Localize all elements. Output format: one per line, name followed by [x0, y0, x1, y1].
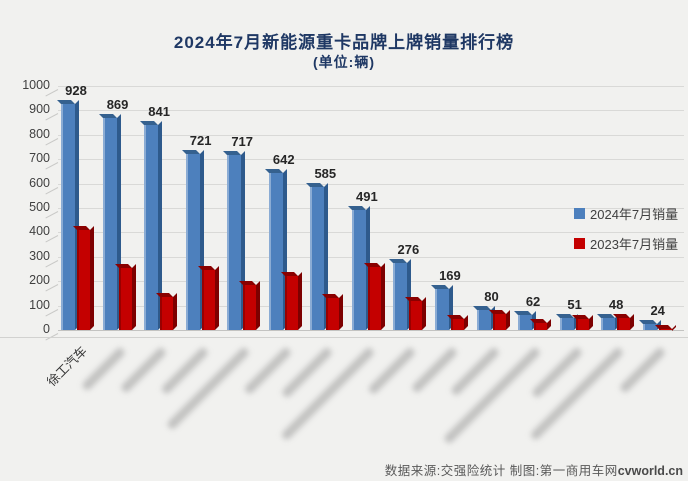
- bar-2024-12: [518, 314, 533, 330]
- legend-item-2024: 2024年7月销量: [574, 204, 678, 223]
- chart-subtitle: (单位:辆): [313, 54, 375, 70]
- legend-swatch-2024-icon: [574, 208, 585, 219]
- legend-item-2023: 2023年7月销量: [574, 234, 678, 253]
- category-label-blurred-12: [442, 346, 542, 445]
- category-label-blurred-10: [410, 346, 459, 394]
- category-label-blurred-5: [166, 346, 251, 431]
- value-label-9: 276: [397, 241, 420, 257]
- bar-2023-10: [450, 319, 464, 330]
- gridline-1000: [58, 86, 684, 87]
- bar-2023-7: [326, 298, 340, 330]
- gridline-0: [58, 330, 684, 331]
- ytick-label-700: 700: [29, 151, 50, 166]
- bar-2023-13: [575, 319, 589, 330]
- gridline-600: [58, 183, 684, 185]
- bar-2023-2: [118, 267, 132, 330]
- value-label-2: 869: [106, 96, 129, 112]
- bar-2024-7: [310, 187, 325, 330]
- bar-2023-9: [409, 301, 423, 330]
- ytick-label-100: 100: [29, 297, 50, 312]
- value-label-5: 717: [231, 134, 254, 150]
- legend-label-2024: 2024年7月销量: [590, 207, 679, 222]
- bar-2023-4: [201, 270, 215, 330]
- gridline-800: [58, 134, 684, 136]
- category-label-blurred-15: [618, 346, 666, 394]
- bar-2024-3: [144, 124, 159, 330]
- source-brand: cvworld.cn: [617, 464, 683, 478]
- bar-2024-15: [642, 324, 657, 330]
- source-attribution: 数据来源:交强险统计 制图:第一商用车网cvworld.cn: [385, 460, 683, 479]
- category-label-blurred-8: [280, 346, 376, 442]
- gridline-700: [58, 159, 684, 161]
- gridline-400: [58, 232, 684, 234]
- source-text: 数据来源:交强险统计 制图:第一商用车网: [384, 464, 618, 478]
- bar-2023-5: [243, 284, 257, 330]
- bar-2023-14: [617, 317, 631, 330]
- bar-2023-8: [367, 266, 381, 330]
- ytick-label-0: 0: [43, 322, 50, 336]
- value-label-10: 169: [439, 267, 461, 283]
- value-label-6: 642: [272, 152, 295, 168]
- value-label-13: 51: [567, 296, 582, 312]
- category-label-blurred-14: [529, 346, 625, 442]
- value-label-11: 80: [484, 289, 499, 305]
- value-label-14: 48: [608, 297, 624, 313]
- bar-2023-11: [492, 314, 506, 330]
- gridline-900: [58, 110, 684, 112]
- value-label-1: 928: [65, 82, 87, 98]
- bar-2024-8: [351, 210, 366, 330]
- value-label-4: 721: [189, 133, 212, 149]
- bar-2024-10: [434, 288, 449, 330]
- ytick-label-600: 600: [29, 175, 50, 190]
- bar-2024-9: [393, 262, 408, 330]
- gridline-500: [58, 208, 684, 209]
- ytick-label-200: 200: [29, 273, 50, 288]
- bar-2023-3: [160, 297, 174, 330]
- ytick-label-1000: 1000: [22, 78, 50, 92]
- legend-swatch-2023-icon: [574, 238, 585, 249]
- ytick-label-800: 800: [29, 126, 50, 141]
- bar-2023-12: [534, 323, 548, 330]
- value-label-3: 841: [148, 103, 170, 119]
- bar-2024-4: [185, 154, 200, 330]
- legend-label-2023: 2023年7月销量: [590, 237, 679, 252]
- bar-2024-14: [601, 318, 616, 330]
- bar-2024-5: [227, 155, 242, 330]
- floor-front-edge: [0, 337, 688, 338]
- bar-2023-6: [284, 276, 298, 330]
- bar-2024-1: [61, 103, 75, 330]
- value-label-7: 585: [314, 166, 337, 182]
- value-label-12: 62: [525, 293, 541, 309]
- value-label-15: 24: [650, 303, 665, 319]
- ytick-label-900: 900: [29, 102, 50, 117]
- value-label-8: 491: [355, 189, 378, 205]
- bar-2024-13: [559, 317, 574, 330]
- ytick-label-300: 300: [29, 248, 50, 263]
- gridline-300: [58, 256, 684, 258]
- chart-legend: 2024年7月销量 2023年7月销量: [574, 204, 678, 264]
- bar-2023-1: [77, 229, 90, 330]
- ytick-label-400: 400: [29, 224, 50, 239]
- bottom-margin: [0, 481, 688, 486]
- bar-2023-15: [658, 328, 672, 331]
- bar-2024-11: [476, 310, 491, 330]
- ytick-label-500: 500: [29, 200, 50, 214]
- category-label-blurred-9: [367, 346, 417, 396]
- category-label-blurred-3: [119, 346, 168, 394]
- bar-2024-2: [102, 117, 117, 330]
- chart-title: 2024年7月新能源重卡品牌上牌销量排行榜: [173, 33, 515, 52]
- bar-2024-6: [268, 173, 283, 330]
